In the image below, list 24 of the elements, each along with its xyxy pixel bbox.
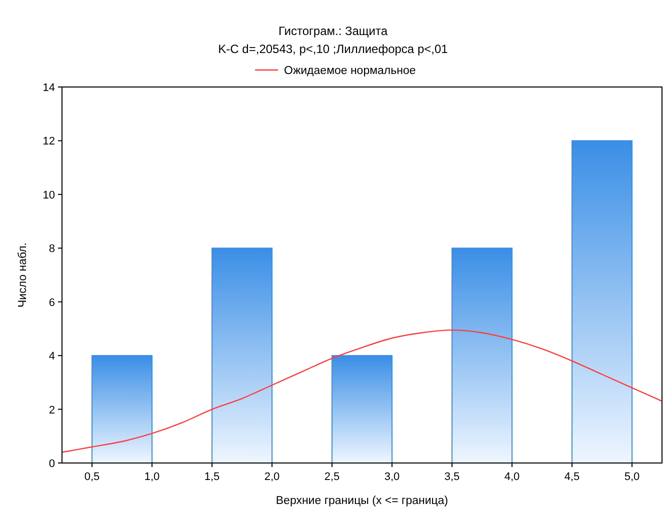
x-tick-label: 2,5: [324, 471, 340, 483]
y-tick-label: 6: [48, 296, 55, 309]
x-tick-label: 3,5: [444, 471, 460, 483]
x-tick-label: 1,0: [144, 471, 160, 483]
x-tick-label: 3,0: [384, 471, 400, 483]
x-tick-label: 2,0: [264, 471, 280, 483]
y-tick-label: 0: [48, 458, 55, 470]
y-tick-label: 4: [48, 350, 55, 363]
x-tick-label: 1,5: [204, 471, 220, 483]
chart-subtitle: K-C d=,20543, p<,10 ;Лиллиефорса p<,01: [218, 42, 448, 56]
x-axis-title: Верхние границы (x <= граница): [276, 495, 448, 507]
y-tick-label: 12: [42, 136, 55, 148]
y-tick-label: 14: [42, 82, 55, 94]
x-tick-label: 0,5: [84, 471, 100, 483]
y-tick-label: 2: [48, 404, 55, 416]
x-tick-label: 4,0: [504, 471, 520, 483]
legend-label: Ожидаемое нормальное: [284, 65, 416, 77]
line-series: [61, 329, 663, 453]
chart-title: Гистограм.: Защита: [278, 24, 388, 38]
x-tick-label: 4,5: [564, 471, 580, 483]
x-tick-label: 5,0: [624, 471, 640, 483]
y-tick-label: 10: [42, 189, 55, 202]
y-axis-title: Число набл.: [17, 242, 29, 308]
y-tick-label: 8: [48, 243, 55, 256]
